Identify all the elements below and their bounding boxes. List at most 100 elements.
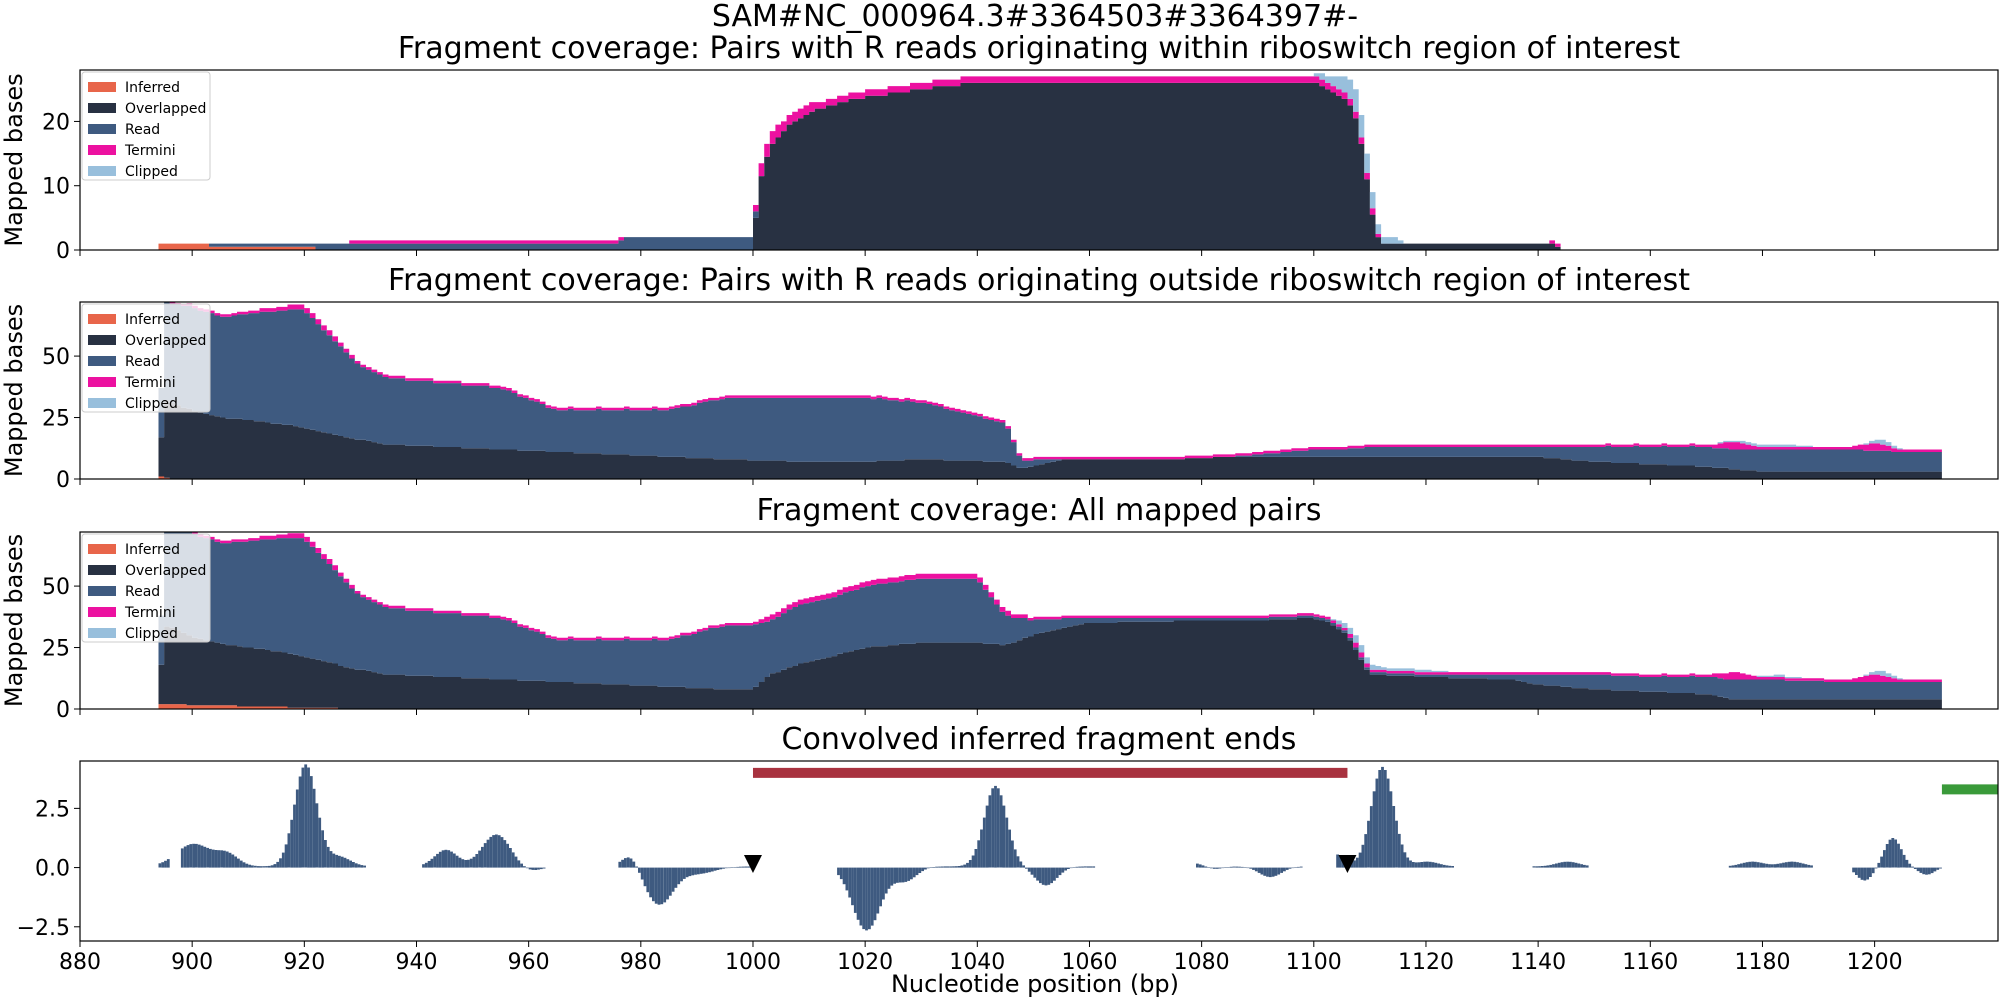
conv-bar bbox=[666, 867, 669, 900]
conv-bar bbox=[890, 867, 894, 886]
conv-bar bbox=[195, 843, 198, 868]
conv-bar bbox=[1728, 865, 1732, 868]
conv-bar bbox=[694, 867, 697, 875]
conv-bar bbox=[1403, 852, 1407, 868]
y-tick-label-10: 10 bbox=[42, 175, 70, 200]
conv-bar bbox=[1353, 860, 1356, 868]
conv-bar bbox=[646, 867, 650, 893]
conv-bar bbox=[1367, 820, 1370, 868]
conv-bar bbox=[1280, 867, 1283, 873]
conv-bar bbox=[713, 867, 717, 871]
conv-bar bbox=[1437, 863, 1440, 868]
panel-title-2: Fragment coverage: All mapped pairs bbox=[757, 493, 1322, 528]
conv-bar bbox=[1409, 860, 1412, 868]
conv-bar bbox=[436, 853, 439, 868]
conv-bar bbox=[430, 858, 434, 868]
conv-bar bbox=[481, 846, 484, 868]
conv-bar bbox=[1756, 862, 1760, 868]
y-tick-label-0: 0 bbox=[56, 468, 70, 493]
plot-frame-2 bbox=[79, 531, 1999, 710]
conv-bar bbox=[231, 854, 235, 868]
conv-bar bbox=[884, 867, 888, 894]
conv-bar bbox=[427, 861, 431, 868]
conv-bar bbox=[1246, 867, 1250, 869]
conv-bar bbox=[1383, 770, 1387, 868]
conv-bar bbox=[862, 867, 866, 930]
conv-bar bbox=[1235, 866, 1239, 868]
conv-bar bbox=[1271, 867, 1275, 877]
panel-title-0: Fragment coverage: Pairs with R reads or… bbox=[398, 31, 1681, 66]
conv-bar bbox=[511, 852, 515, 868]
conv-bar bbox=[985, 805, 989, 868]
x-tick-label-1200: 1200 bbox=[1847, 950, 1903, 975]
conv-bar bbox=[1577, 863, 1581, 868]
conv-bar bbox=[980, 829, 983, 868]
conv-bar bbox=[618, 861, 622, 868]
conv-bar bbox=[971, 855, 975, 868]
conv-bar bbox=[1745, 862, 1749, 868]
conv-bar bbox=[739, 866, 742, 868]
conv-bar bbox=[259, 866, 263, 868]
conv-bar bbox=[256, 866, 260, 868]
conv-bar bbox=[882, 867, 885, 900]
conv-bar bbox=[722, 867, 725, 869]
conv-bar bbox=[910, 867, 913, 880]
conv-bar bbox=[1283, 867, 1286, 872]
conv-bar bbox=[848, 867, 852, 898]
conv-bar bbox=[1266, 867, 1269, 877]
conv-bar bbox=[657, 867, 661, 905]
conv-bar bbox=[1742, 862, 1746, 868]
conv-bar bbox=[1392, 806, 1396, 868]
panel-title-3: Convolved inferred fragment ends bbox=[782, 722, 1297, 757]
y-axis-label-0: Mapped bases bbox=[0, 73, 28, 246]
conv-bar bbox=[223, 850, 226, 868]
conv-bar bbox=[1358, 852, 1362, 868]
conv-bar bbox=[1285, 867, 1289, 870]
x-tick-label-1100: 1100 bbox=[1286, 950, 1342, 975]
conv-bar bbox=[161, 862, 165, 868]
conv-bar bbox=[458, 857, 462, 868]
conv-bar bbox=[1557, 862, 1561, 868]
conv-bar bbox=[1067, 867, 1070, 869]
conv-bar bbox=[1226, 867, 1230, 868]
conv-bar bbox=[1784, 862, 1788, 868]
conv-bar bbox=[1773, 864, 1777, 868]
conv-bar bbox=[716, 867, 720, 870]
x-tick-label-1180: 1180 bbox=[1734, 950, 1790, 975]
conv-bar bbox=[1086, 866, 1090, 868]
series-read-area bbox=[158, 532, 1942, 700]
conv-bar bbox=[859, 867, 863, 926]
y-tick-label-2.5: 2.5 bbox=[35, 797, 70, 822]
conv-bar bbox=[1888, 839, 1892, 868]
y-tick-label-0: 0.0 bbox=[35, 857, 70, 882]
conv-bar bbox=[1891, 838, 1895, 868]
conv-bar bbox=[853, 867, 857, 913]
conv-bar bbox=[1027, 867, 1031, 872]
conv-bar bbox=[267, 865, 271, 868]
conv-bar bbox=[343, 857, 347, 868]
conv-bar bbox=[209, 848, 212, 868]
conv-bar bbox=[265, 866, 268, 868]
x-tick-label-880: 880 bbox=[59, 950, 101, 975]
conv-bar bbox=[1569, 861, 1572, 868]
conv-bar bbox=[1908, 863, 1912, 868]
legend-swatch-clipped bbox=[88, 398, 116, 408]
conv-bar bbox=[1414, 862, 1418, 868]
conv-bar bbox=[360, 865, 364, 868]
conv-bar bbox=[166, 859, 170, 868]
conv-bar bbox=[727, 867, 731, 869]
conv-bar bbox=[968, 860, 972, 868]
conv-bar bbox=[1448, 865, 1452, 868]
conv-bar bbox=[991, 788, 995, 868]
conv-bar bbox=[237, 858, 240, 868]
conv-bar bbox=[710, 867, 714, 872]
conv-bar bbox=[918, 867, 922, 873]
conv-bar bbox=[682, 867, 686, 879]
conv-bar bbox=[1417, 862, 1421, 868]
conv-bar bbox=[183, 846, 187, 868]
conv-bar bbox=[1210, 867, 1213, 869]
conv-bar bbox=[702, 867, 706, 874]
conv-bar bbox=[744, 866, 748, 868]
conv-bar bbox=[1751, 861, 1754, 868]
